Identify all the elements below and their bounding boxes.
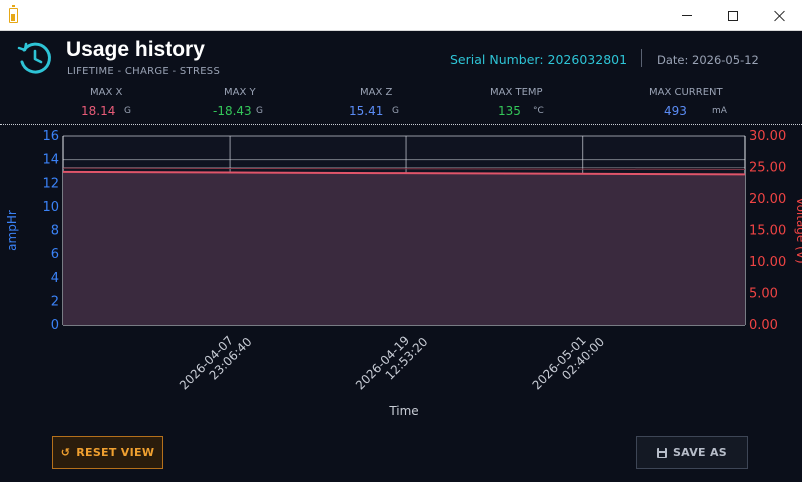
window-titlebar [0,0,802,31]
minimize-button[interactable] [664,0,710,31]
y-left-tick-label: 2 [51,294,59,309]
stat-max-x-unit: G [124,106,131,116]
serial-number: Serial Number: 2026032801 [450,52,628,67]
history-icon [17,42,51,74]
header-separator [641,49,642,67]
y-axis-right: 0.00 5.00 10.00 15.00 20.00 25.00 30.00 [749,129,786,333]
stat-max-z-unit: G [392,106,399,116]
save-as-label: SAVE AS [672,446,728,459]
stat-max-temp-label: MAX TEMP [490,87,543,98]
chart-series [62,167,746,325]
stat-max-y-unit: G [256,106,263,116]
minimize-icon [682,15,692,16]
y-right-tick-label: 10.00 [749,255,786,270]
y-left-tick-label: 4 [51,271,59,286]
stat-max-y-label: MAX Y [224,87,256,98]
usage-chart[interactable]: 0 2 4 6 8 10 12 14 16 0.00 5.00 10.00 15.00 20.00 25.… [0,126,802,426]
save-as-button[interactable]: SAVE AS [636,436,748,469]
reset-icon: ↺ [60,446,71,459]
y-left-tick-label: 8 [51,224,59,239]
y-left-tick-label: 6 [51,247,59,262]
y-right-tick-label: 30.00 [749,129,786,144]
page-subtitle: LIFETIME - CHARGE - STRESS [67,66,221,77]
y-left-tick-label: 14 [42,153,59,168]
stat-max-temp-unit: °C [533,106,544,116]
header-divider [0,124,802,125]
x-axis-title: Time [388,404,418,418]
reset-view-label: RESET VIEW [76,446,155,459]
maximize-icon [728,10,738,21]
stat-max-x-value: 18.14 [81,104,116,118]
stat-max-current-unit: mA [712,106,727,116]
y-axis-left: 0 2 4 6 8 10 12 14 16 [42,129,59,333]
y-right-tick-label: 0.00 [749,318,778,333]
stat-max-current-label: MAX CURRENT [649,87,723,98]
maximize-button[interactable] [710,0,756,31]
voltage-max-line [62,167,746,170]
y-right-tick-label: 5.00 [749,287,778,302]
stat-max-y-value: -18.43 [213,104,252,118]
report-date: Date: 2026-05-12 [657,53,759,67]
stat-max-x-label: MAX X [90,87,123,98]
voltage-line [62,170,746,176]
y-right-tick-label: 25.00 [749,161,786,176]
stat-max-z-label: MAX Z [360,87,393,98]
floppy-disk-icon [656,447,667,458]
y-left-tick-label: 10 [42,200,59,215]
battery-icon [9,5,18,23]
y-axis-left-title: ampHr [5,210,19,251]
voltage-area [63,171,745,325]
y-right-tick-label: 15.00 [749,224,786,239]
close-button[interactable] [756,0,802,31]
reset-view-button[interactable]: ↺ RESET VIEW [52,436,163,469]
y-left-tick-label: 12 [42,176,59,191]
y-axis-right-title: Voltage (V) [794,197,802,263]
close-icon [773,10,785,22]
y-right-tick-label: 20.00 [749,192,786,207]
stat-max-current-value: 493 [664,104,687,118]
page-title: Usage history [66,38,205,61]
y-left-tick-label: 0 [51,318,59,333]
stat-max-z-value: 15.41 [349,104,384,118]
stat-max-temp-value: 135 [498,104,521,118]
y-left-tick-label: 16 [42,129,59,144]
